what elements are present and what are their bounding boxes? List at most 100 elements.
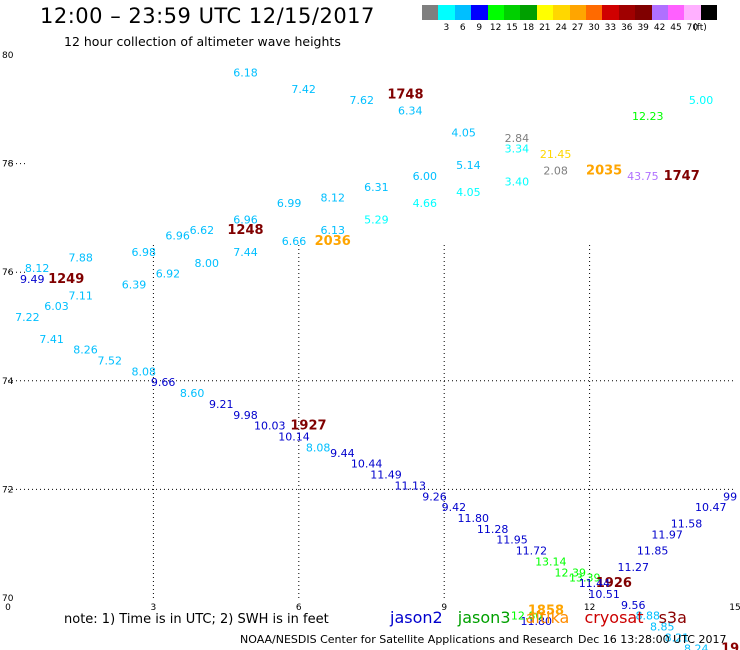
- data-label: 13.39: [569, 572, 601, 585]
- data-label: 6.99: [277, 197, 302, 210]
- color-scale-label: 70: [686, 23, 699, 33]
- data-label: 1927: [290, 419, 326, 434]
- data-label: 9.98: [233, 409, 258, 422]
- data-label: 11.27: [617, 561, 649, 574]
- data-label: 8.12: [320, 192, 345, 205]
- data-label: 8.60: [180, 387, 205, 400]
- data-label: 9.44: [330, 447, 355, 460]
- data-label: 11.85: [637, 545, 669, 558]
- data-label: 9.21: [209, 398, 234, 411]
- y-tick-label: 70: [2, 594, 14, 604]
- data-label: 4.05: [451, 126, 476, 139]
- color-scale-label: 12: [489, 23, 502, 33]
- data-label: 2036: [315, 234, 351, 249]
- data-label: 2035: [586, 163, 622, 178]
- data-label: 2.84: [505, 132, 530, 145]
- data-label: 10.14: [278, 431, 310, 444]
- data-label: 10.51: [588, 588, 620, 601]
- data-label: 2.08: [543, 164, 568, 177]
- color-scale-label: 30: [588, 23, 600, 33]
- color-scale-swatch: [586, 5, 603, 20]
- data-label: 7.41: [39, 333, 64, 346]
- data-label: 6.18: [233, 67, 258, 80]
- data-label: 7.11: [68, 289, 93, 302]
- satellite-legend-altika: altika: [525, 608, 570, 627]
- data-label: 1858: [528, 603, 564, 618]
- data-label: 3.34: [505, 143, 530, 156]
- data-label: 1926: [596, 576, 632, 591]
- color-scale-label: 45: [670, 23, 682, 33]
- data-label: 1748: [387, 87, 423, 102]
- data-label: 8.00: [194, 257, 219, 270]
- color-scale-swatch: [454, 5, 472, 20]
- data-label: 19: [721, 641, 739, 650]
- x-tick-label: 9: [441, 603, 447, 613]
- data-label: 6.31: [364, 181, 389, 194]
- data-label: 10.03: [254, 420, 286, 433]
- color-scale-label: 24: [555, 23, 567, 33]
- data-label: 8.24: [684, 642, 709, 650]
- data-label: 9.56: [621, 599, 646, 612]
- data-label: 12.39: [554, 566, 586, 579]
- data-label: 4.05: [456, 186, 481, 199]
- color-scale-swatch: [668, 5, 685, 20]
- y-tick-label: 76: [2, 268, 14, 278]
- y-tick-label: 74: [2, 377, 14, 387]
- x-tick-label: 3: [151, 603, 157, 613]
- satellite-legend-s3a: s3a: [658, 608, 687, 627]
- color-scale-swatch: [618, 5, 636, 20]
- color-scale-swatch: [438, 5, 455, 20]
- satellite-legend-cryosat: cryosat: [584, 608, 644, 627]
- color-scale-label: 15: [506, 23, 518, 33]
- data-label: 11.58: [671, 517, 703, 530]
- data-label: 99: [723, 490, 737, 503]
- data-label: 9.66: [151, 376, 176, 389]
- data-label: 6.00: [413, 170, 438, 183]
- data-label: 7.44: [233, 246, 258, 259]
- data-label: 9.42: [442, 501, 467, 514]
- footnote: note: 1) Time is in UTC; 2) SWH is in fe…: [64, 612, 329, 627]
- data-label: 6.34: [398, 105, 423, 118]
- data-label: 1248: [227, 223, 263, 238]
- data-label: 5.14: [456, 159, 481, 172]
- color-scale-label: 33: [604, 23, 617, 33]
- chart-title: 12:00 – 23:59 UTC 12/15/2017: [40, 4, 375, 28]
- data-label: 3.40: [505, 175, 530, 188]
- data-label: 6.62: [190, 224, 215, 237]
- data-label: 11.95: [496, 534, 528, 547]
- credit-timestamp: Dec 16 13:28:00 UTC 2017: [578, 633, 727, 646]
- satellite-legend-jason2: jason2: [390, 608, 443, 627]
- data-label: 8.85: [650, 621, 675, 634]
- data-label: 9.26: [422, 490, 447, 503]
- color-scale-label: 3: [443, 23, 450, 33]
- chart-subtitle: 12 hour collection of altimeter wave hei…: [64, 34, 341, 49]
- y-tick-label: 80: [2, 51, 14, 61]
- y-tick-label: 72: [2, 485, 13, 495]
- data-label: 6.66: [282, 235, 307, 248]
- data-label: 5.29: [364, 213, 389, 226]
- data-label: 1249: [48, 272, 84, 287]
- data-label: 4.66: [413, 197, 438, 210]
- y-tick-label: 78: [2, 160, 14, 170]
- color-scale-swatch: [700, 5, 718, 20]
- data-label: 9.49: [20, 273, 45, 286]
- data-label: 11.13: [395, 479, 427, 492]
- x-tick-label: 15: [729, 603, 740, 613]
- color-scale-swatch: [422, 5, 439, 20]
- color-scale-swatch: [684, 5, 701, 20]
- satellite-legend-jason3: jason3: [457, 608, 511, 627]
- data-label: 6.13: [320, 224, 345, 237]
- color-scale-swatch: [569, 5, 586, 20]
- data-label: 11.44: [579, 577, 611, 590]
- color-scale-label: 39: [637, 23, 649, 33]
- x-tick-label: 12: [584, 603, 595, 613]
- color-scale-swatch: [635, 5, 652, 20]
- data-label: 8.08: [306, 441, 331, 454]
- data-label: 6.96: [233, 213, 258, 226]
- data-label: 21.45: [540, 148, 572, 161]
- color-scale-label: 9: [476, 23, 483, 33]
- data-label: 5.00: [689, 94, 714, 107]
- color-scale-swatch: [602, 5, 619, 20]
- color-scale-label: 18: [522, 23, 535, 33]
